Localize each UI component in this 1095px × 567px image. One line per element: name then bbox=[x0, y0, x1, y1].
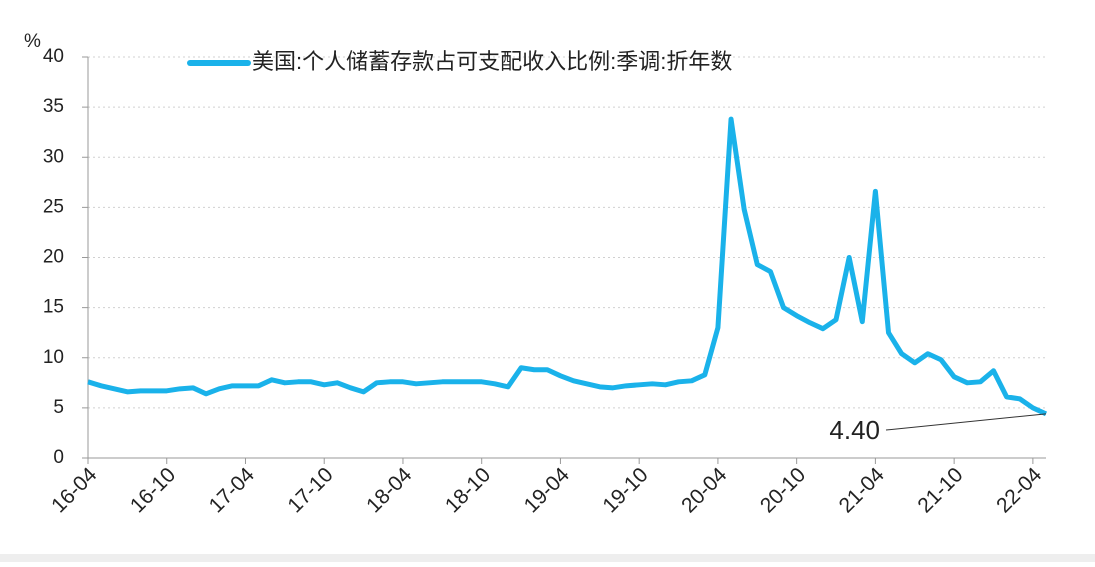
footer-strip bbox=[0, 554, 1095, 562]
y-tick-label: 5 bbox=[53, 397, 64, 418]
x-tick-label: 22-04 bbox=[992, 463, 1046, 517]
y-tick-label: 30 bbox=[43, 146, 64, 167]
y-tick-label: 35 bbox=[43, 96, 64, 117]
y-tick-label: 0 bbox=[53, 447, 64, 468]
x-tick-label: 19-04 bbox=[520, 463, 574, 517]
x-tick-label: 17-10 bbox=[283, 463, 337, 517]
x-tick-label: 18-10 bbox=[441, 463, 495, 517]
annotation: 4.40 bbox=[829, 415, 880, 445]
x-tick-label: 18-04 bbox=[362, 463, 416, 517]
y-tick-label: 40 bbox=[43, 46, 64, 67]
x-tick-label: 20-04 bbox=[677, 463, 731, 517]
y-tick-label: 20 bbox=[43, 247, 64, 268]
x-tick-label: 21-10 bbox=[913, 463, 967, 517]
y-tick-label: 25 bbox=[43, 196, 64, 217]
y-unit: % bbox=[24, 31, 41, 52]
x-tick-label: 16-10 bbox=[126, 463, 180, 517]
series-line bbox=[87, 116, 1048, 417]
x-tick-label: 17-04 bbox=[205, 463, 259, 517]
x-tick-label: 16-04 bbox=[47, 463, 101, 517]
y-tick-label: 10 bbox=[43, 347, 64, 368]
y-tick-label: 15 bbox=[43, 297, 64, 318]
x-tick-label: 20-10 bbox=[756, 463, 810, 517]
x-tick-label: 19-10 bbox=[598, 463, 652, 517]
x-tick-label: 21-04 bbox=[835, 463, 889, 517]
annotation-leader bbox=[885, 413, 1047, 431]
legend-label: 美国:个人储蓄存款占可支配收入比例:季调:折年数 bbox=[252, 49, 732, 74]
